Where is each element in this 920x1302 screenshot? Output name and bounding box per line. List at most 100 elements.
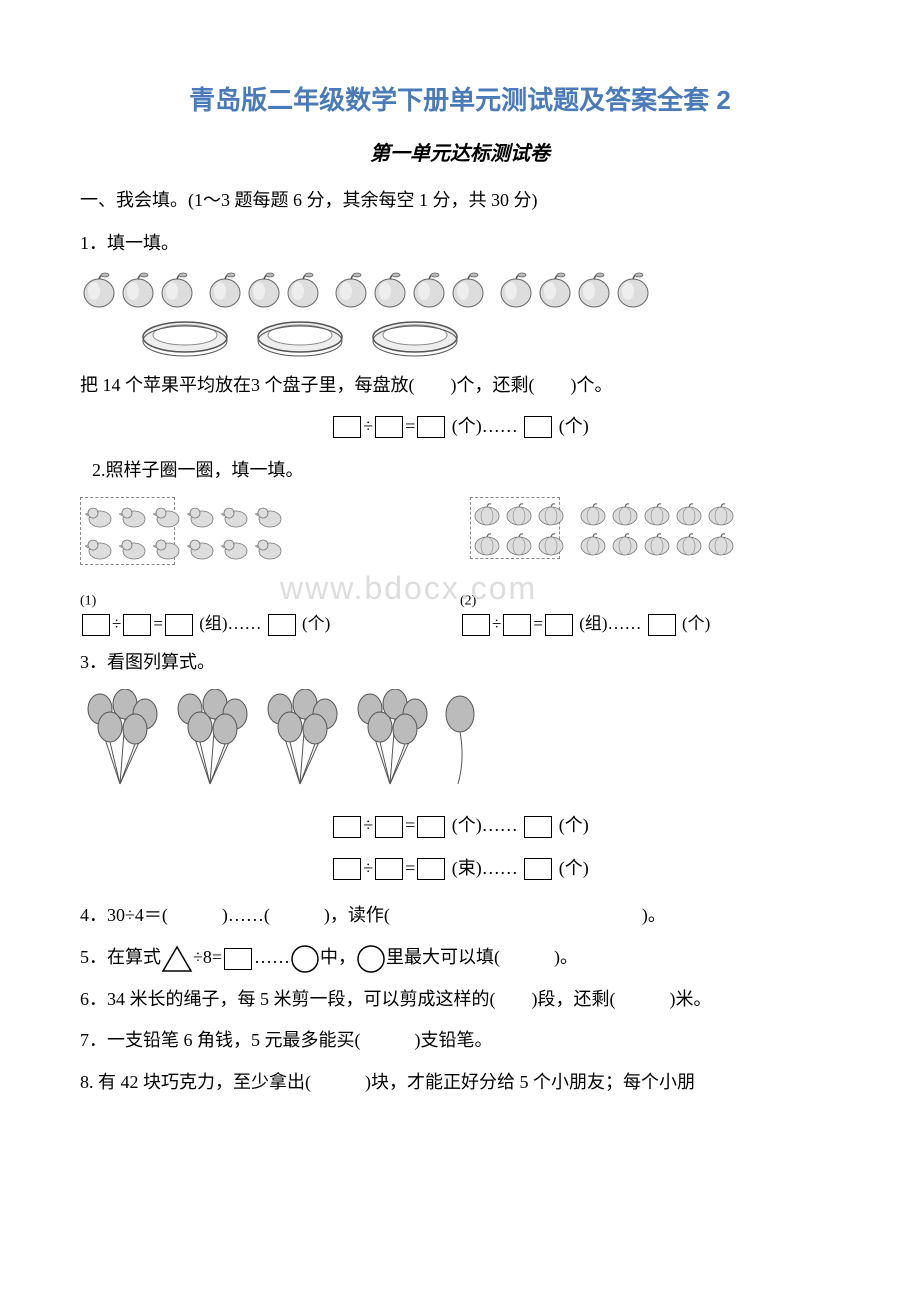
doc-title: 青岛版二年级数学下册单元测试题及答案全套 2	[80, 80, 840, 117]
blank-box	[462, 614, 490, 636]
unit-text: (组)……	[199, 614, 261, 633]
q2-eq1: (1) ÷= (组)…… (个)	[80, 585, 460, 636]
pumpkin-icon	[505, 501, 533, 527]
q5-mid3: 中，	[320, 947, 356, 967]
unit-text: (个)……	[452, 416, 518, 436]
sub-label: (1)	[80, 593, 96, 608]
blank-box	[648, 614, 676, 636]
balloon-row	[80, 689, 840, 799]
circle-icon	[290, 944, 320, 974]
unit-text: (个)	[559, 858, 589, 878]
blank-box	[524, 816, 552, 838]
apple-icon	[371, 269, 409, 309]
pumpkin-icon	[537, 531, 565, 557]
blank-box	[524, 858, 552, 880]
balloon-bunch-icon	[260, 689, 340, 799]
apple-icon	[536, 269, 574, 309]
apple-icon	[284, 269, 322, 309]
duck-icon	[85, 533, 115, 561]
blank-box	[268, 614, 296, 636]
duck-icon	[255, 533, 285, 561]
duck-icon	[119, 501, 149, 529]
blank-box	[375, 858, 403, 880]
duck-icon	[221, 501, 251, 529]
apple-icon	[206, 269, 244, 309]
circle-icon	[356, 944, 386, 974]
q5-post: 里最大可以填( )。	[386, 947, 578, 967]
pumpkin-icon	[505, 531, 533, 557]
q8: 8. 有 42 块巧克力，至少拿出( )块，才能正好分给 5 个小朋友；每个小朋	[80, 1063, 840, 1103]
pumpkin-icon	[611, 501, 639, 527]
unit-text: (个)	[559, 416, 589, 436]
apple-icon	[80, 269, 118, 309]
duck-icon	[255, 501, 285, 529]
blank-box	[82, 614, 110, 636]
apple-icon	[449, 269, 487, 309]
pumpkin-icon	[579, 531, 607, 557]
blank-box	[123, 614, 151, 636]
apple-icon	[158, 269, 196, 309]
pumpkin-icon	[579, 501, 607, 527]
plate-row	[140, 317, 840, 357]
q2-sub2	[470, 497, 840, 577]
q2-equations: (1) ÷= (组)…… (个) (2) ÷= (组)…… (个)	[80, 585, 840, 636]
blank-box	[224, 948, 252, 970]
section-heading: 一、我会填。(1～3 题每题 6 分，其余每空 1 分，共 30 分)	[80, 186, 840, 215]
q2-sub1	[80, 497, 450, 577]
apple-row	[80, 269, 840, 309]
duck-icon	[187, 533, 217, 561]
apple-icon	[614, 269, 652, 309]
apple-icon	[245, 269, 283, 309]
q3-eq2: ÷= (束)…… (个)	[80, 854, 840, 881]
blank-box	[333, 858, 361, 880]
plate-icon	[140, 317, 230, 357]
blank-box	[165, 614, 193, 636]
unit-text: (束)……	[452, 858, 518, 878]
q1-text: 把 14 个苹果平均放在3 个盘子里，每盘放( )个，还剩( )个。	[80, 369, 840, 401]
duck-icon	[119, 533, 149, 561]
q2-label: 2.照样子圈一圈，填一填。	[92, 454, 840, 486]
q2-sub1-imgs	[80, 497, 450, 577]
blank-box	[545, 614, 573, 636]
apple-icon	[497, 269, 535, 309]
apple-icon	[332, 269, 370, 309]
pumpkin-icon	[643, 531, 671, 557]
pumpkin-icon	[675, 531, 703, 557]
pumpkin-icon	[473, 531, 501, 557]
plate-icon	[370, 317, 460, 357]
q3-label: 3．看图列算式。	[80, 646, 840, 678]
blank-box	[417, 416, 445, 438]
apple-icon	[119, 269, 157, 309]
triangle-icon	[161, 945, 193, 973]
pumpkin-icon	[707, 531, 735, 557]
duck-icon	[153, 533, 183, 561]
plate-icon	[255, 317, 345, 357]
q1-label: 1．填一填。	[80, 227, 840, 259]
pumpkin-icon	[537, 501, 565, 527]
duck-icon	[221, 533, 251, 561]
apple-icon	[410, 269, 448, 309]
duck-icon	[85, 501, 115, 529]
q2-sub2-imgs	[470, 497, 840, 577]
pumpkin-icon	[473, 501, 501, 527]
q2-eq2: (2) ÷= (组)…… (个)	[460, 585, 840, 636]
q1-equation: ÷= (个)…… (个)	[80, 412, 840, 439]
blank-box	[333, 816, 361, 838]
unit-text: (个)	[559, 815, 589, 835]
unit-text: (组)……	[579, 614, 641, 633]
q5: 5．在算式÷8=……中，里最大可以填( )。	[80, 938, 840, 978]
blank-box	[503, 614, 531, 636]
q5-pre: 5．在算式	[80, 947, 161, 967]
balloon-icon	[440, 689, 480, 799]
q3-eq1: ÷= (个)…… (个)	[80, 811, 840, 838]
q6: 6．34 米长的绳子，每 5 米剪一段，可以剪成这样的( )段，还剩( )米。	[80, 980, 840, 1020]
apple-icon	[575, 269, 613, 309]
balloon-bunch-icon	[170, 689, 250, 799]
balloon-bunch-icon	[80, 689, 160, 799]
q2-wrap	[80, 497, 840, 577]
unit-text: (个)……	[452, 815, 518, 835]
q7: 7．一支铅笔 6 角钱，5 元最多能买( )支铅笔。	[80, 1021, 840, 1061]
q4: 4．30÷4＝( )……( )，读作( )。	[80, 896, 840, 936]
duck-icon	[187, 501, 217, 529]
q5-mid2: ……	[254, 947, 290, 967]
